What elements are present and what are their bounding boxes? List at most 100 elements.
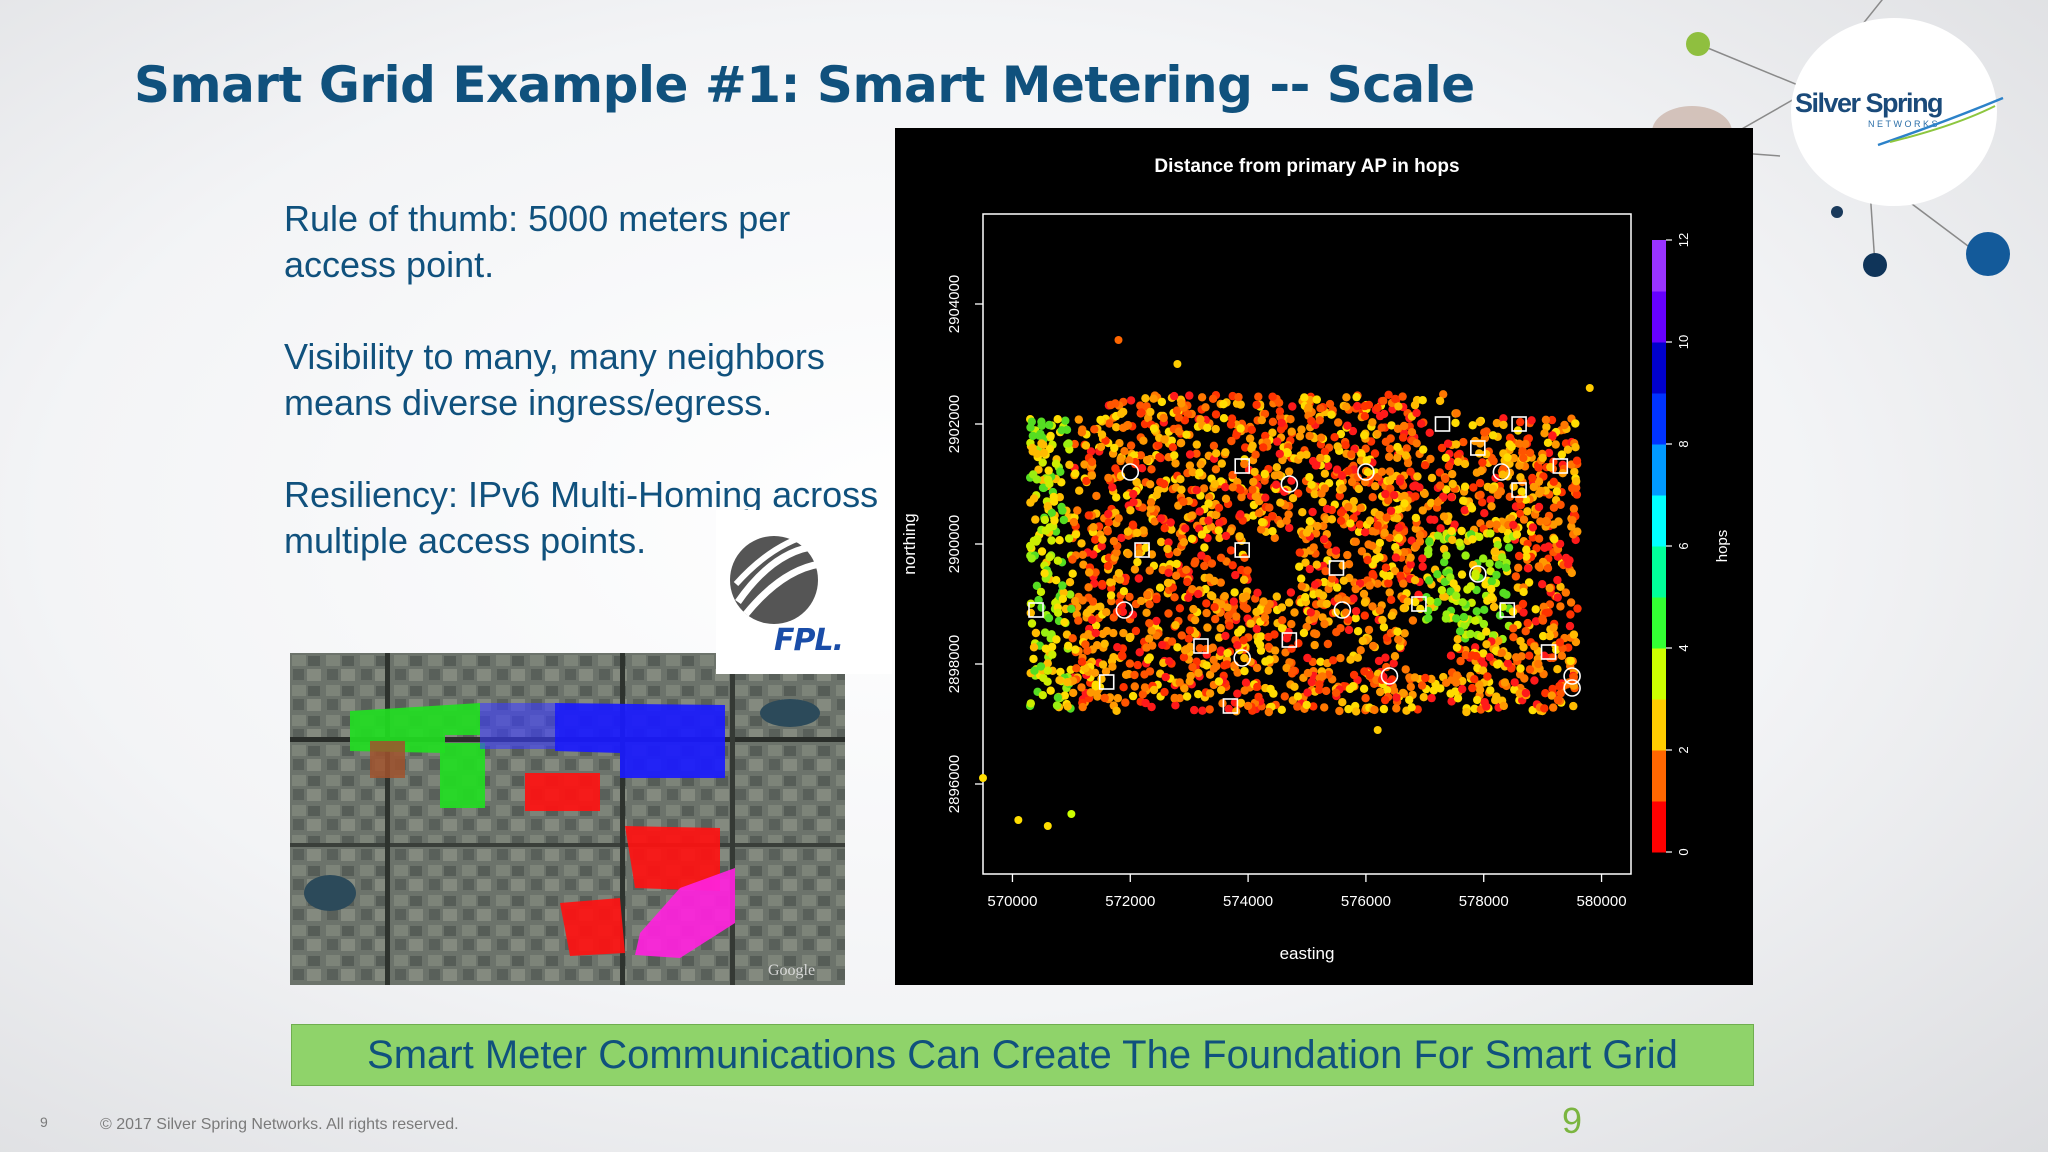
meter-point: [1284, 467, 1294, 476]
meter-point: [1307, 480, 1316, 489]
meter-point: [1090, 425, 1099, 434]
meter-point: [1460, 506, 1469, 515]
meter-point: [1282, 663, 1291, 673]
meter-point: [1344, 625, 1354, 635]
meter-point: [1519, 515, 1529, 524]
meter-point: [1567, 568, 1576, 578]
meter-point: [1313, 521, 1322, 531]
meter-point: [1426, 454, 1435, 464]
meter-point: [1260, 613, 1270, 622]
meter-point: [1415, 531, 1425, 540]
meter-point: [1436, 684, 1445, 693]
meter-point: [1437, 443, 1447, 453]
meter-point: [1190, 705, 1199, 715]
meter-point: [1239, 575, 1249, 584]
access-point-circle: [1492, 463, 1511, 481]
meter-point: [1049, 497, 1059, 506]
meter-point: [1290, 682, 1299, 691]
meter-point: [1371, 555, 1380, 564]
meter-point: [1036, 587, 1046, 597]
meter-point: [1215, 518, 1224, 528]
meter-point: [1164, 609, 1173, 618]
meter-point: [1254, 392, 1263, 401]
meter-point: [1143, 590, 1152, 599]
meter-point: [1365, 516, 1375, 525]
meter-point: [1468, 535, 1477, 544]
meter-point: [1104, 473, 1113, 483]
meter-point: [1133, 528, 1142, 538]
meter-point: [1030, 666, 1039, 675]
meter-point: [1446, 651, 1456, 660]
meter-point: [1047, 508, 1056, 517]
meter-point: [1077, 657, 1087, 666]
meter-point: [1204, 516, 1213, 525]
meter-point: [1420, 489, 1429, 499]
meter-point: [1475, 417, 1484, 427]
meter-point: [1441, 453, 1450, 462]
meter-point: [1167, 637, 1177, 646]
meter-point: [1459, 437, 1468, 447]
meter-point: [1571, 443, 1580, 452]
map-region-green: [350, 703, 480, 753]
meter-point: [1394, 533, 1403, 543]
meter-point: [1223, 603, 1232, 612]
meter-point: [1032, 537, 1041, 546]
meter-point: [1565, 621, 1575, 631]
meter-point: [1059, 588, 1068, 597]
x-tick-label: 578000: [1459, 893, 1509, 910]
meter-point: [1572, 477, 1581, 486]
meter-point: [1287, 644, 1296, 653]
meter-point: [1531, 617, 1541, 626]
meter-point: [1164, 538, 1173, 547]
meter-point: [1168, 443, 1178, 452]
meter-point: [1344, 704, 1353, 714]
meter-point: [1338, 698, 1347, 707]
meter-point: [1333, 594, 1343, 603]
meter-point: [1425, 428, 1434, 437]
meter-point: [1519, 608, 1528, 617]
meter-point: [1327, 515, 1337, 524]
meter-point: [1460, 621, 1469, 630]
meter-point: [1242, 592, 1251, 601]
meter-point: [1149, 685, 1159, 695]
meter-point: [1170, 451, 1179, 460]
meter-point: [1197, 551, 1206, 560]
meter-point: [1207, 559, 1217, 568]
meter-point: [1074, 616, 1083, 625]
meter-point: [1481, 449, 1491, 459]
meter-point: [1086, 447, 1096, 456]
meter-point: [1320, 484, 1329, 493]
meter-point: [1385, 476, 1395, 485]
meter-point: [1177, 399, 1186, 408]
meter-point: [1138, 690, 1147, 699]
meter-point: [1540, 704, 1549, 713]
meter-point: [1163, 544, 1172, 554]
meter-point: [1063, 678, 1072, 687]
meter-point: [1140, 683, 1150, 692]
meter-point: [1492, 692, 1501, 701]
meter-point: [1208, 394, 1218, 403]
silver-spring-logo-text: Silver Spring: [1795, 88, 1942, 118]
meter-point: [1572, 490, 1582, 499]
meter-point: [1534, 463, 1543, 472]
meter-point: [1125, 456, 1134, 465]
meter-point: [1268, 527, 1277, 536]
meter-point: [1515, 494, 1524, 504]
meter-point: [1253, 588, 1262, 597]
meter-point: [1265, 503, 1274, 512]
meter-point: [1189, 604, 1198, 614]
meter-point: [1106, 591, 1116, 600]
meter-point: [1314, 589, 1324, 598]
meter-point: [1150, 517, 1159, 526]
meter-point: [1419, 693, 1428, 702]
access-point-square: [1540, 644, 1557, 660]
meter-point: [1522, 552, 1531, 561]
meter-point: [1320, 447, 1330, 456]
satellite-map-image: Google: [290, 653, 845, 985]
x-tick-label: 580000: [1577, 893, 1627, 910]
meter-point: [1315, 680, 1324, 689]
meter-point: [1225, 621, 1234, 630]
access-point-square: [1222, 698, 1239, 714]
meter-point: [1335, 706, 1344, 716]
meter-point: [1059, 515, 1068, 525]
